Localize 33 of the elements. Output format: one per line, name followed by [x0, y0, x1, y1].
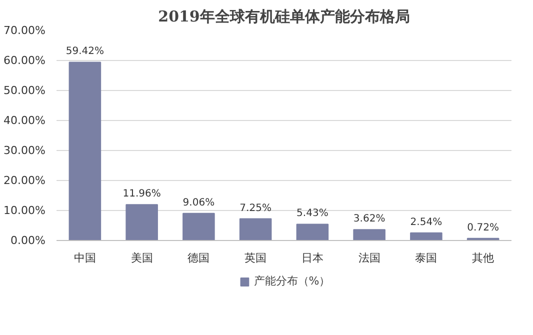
x-tick-label: 泰国 [415, 252, 438, 264]
x-tick-label: 法国 [358, 252, 380, 264]
bar [296, 224, 329, 240]
x-tick-label: 其他 [472, 252, 494, 264]
bar [410, 232, 442, 240]
y-tick-label: 0.00% [10, 234, 46, 247]
y-tick-label: 30.00% [4, 144, 46, 157]
bar [182, 212, 215, 240]
data-label: 3.62% [353, 214, 386, 225]
x-tick-label: 日本 [301, 252, 324, 264]
data-label: 5.43% [296, 208, 328, 220]
data-label: 59.42% [66, 46, 104, 58]
bar [239, 218, 272, 240]
data-label: 2.54% [410, 216, 442, 228]
bar [126, 204, 158, 240]
bar [68, 62, 102, 240]
data-label: 7.25% [240, 202, 272, 214]
x-tick-label: 中国 [74, 252, 96, 264]
y-tick-label: 50.00% [4, 84, 46, 97]
x-tick-label: 英国 [244, 252, 267, 264]
bar [353, 229, 386, 240]
data-label: 0.72% [467, 222, 499, 234]
y-tick-label: 70.00% [4, 24, 46, 37]
data-label: 9.06% [182, 197, 215, 208]
y-tick-label: 10.00% [4, 204, 46, 217]
y-tick-label: 20.00% [4, 174, 46, 187]
x-tick-label: 德国 [188, 252, 210, 264]
y-tick-label: 60.00% [4, 54, 46, 67]
y-tick-label: 40.00% [4, 114, 46, 127]
legend-label: 产能分布（%） [254, 274, 330, 288]
x-tick-label: 美国 [130, 252, 153, 264]
chart-title: 2019年全球有机硅单体产能分布格局 [158, 8, 410, 26]
data-label: 11.96% [122, 188, 161, 200]
